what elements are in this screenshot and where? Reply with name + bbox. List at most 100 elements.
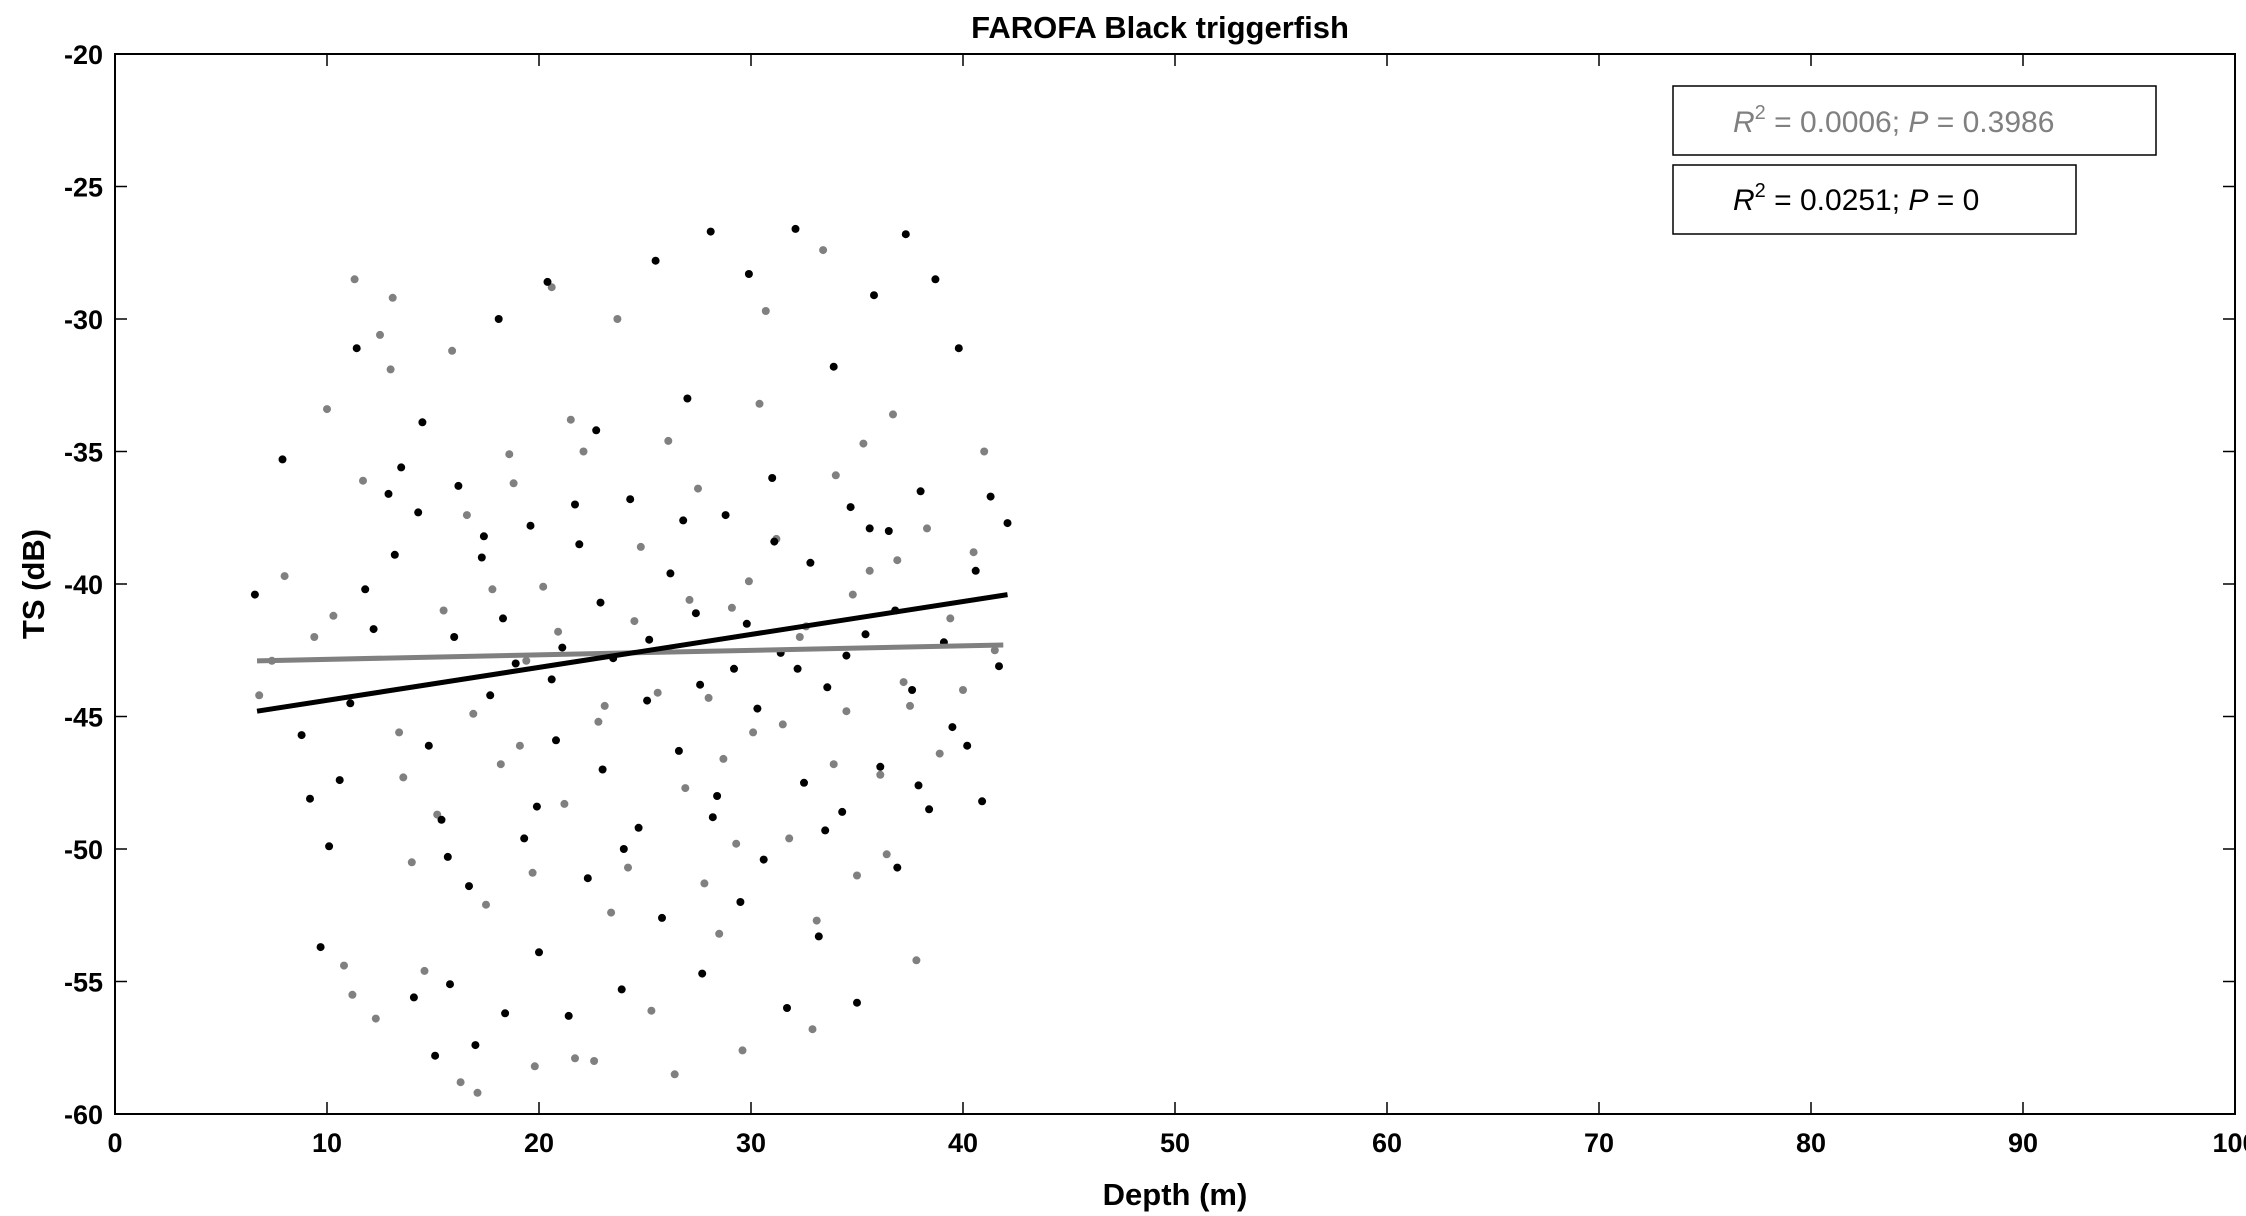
data-point-series-0 (882, 850, 891, 859)
data-point-series-0 (969, 548, 978, 557)
data-point-series-1 (352, 344, 361, 353)
data-point-series-0 (785, 834, 794, 843)
y-tick-label: -40 (64, 570, 103, 600)
data-point-series-0 (935, 749, 944, 758)
x-axis-title: Depth (m) (1103, 1177, 1248, 1212)
data-point-series-1 (306, 794, 314, 803)
data-point-series-1 (736, 898, 745, 906)
data-point-series-0 (812, 916, 821, 925)
data-point-series-0 (681, 784, 690, 793)
p-label-black: P (1908, 184, 1928, 217)
data-point-series-0 (630, 617, 639, 626)
data-point-series-0 (664, 436, 673, 445)
data-point-series-0 (323, 405, 331, 414)
data-point-series-1 (698, 969, 707, 978)
data-point-series-1 (954, 344, 963, 353)
data-point-series-0 (386, 365, 395, 374)
r2-value-black: = 0.0251; (1766, 184, 1909, 217)
data-point-series-0 (959, 686, 967, 694)
data-point-series-0 (624, 863, 632, 872)
data-point-series-1 (925, 805, 934, 814)
data-point-series-1 (683, 394, 692, 403)
data-point-series-0 (738, 1046, 747, 1055)
data-point-series-0 (842, 707, 851, 716)
data-point-series-0 (613, 315, 622, 323)
data-point-series-1 (547, 675, 556, 684)
data-point-series-0 (744, 577, 753, 586)
data-point-series-1 (651, 256, 660, 265)
data-point-series-1 (893, 863, 902, 872)
data-point-series-1 (250, 590, 259, 599)
axis-ticks: 0 10 20 30 40 50 60 70 80 90 100 -60 -55 -50 -45 -40 -35… (64, 40, 2246, 1158)
data-point-series-0 (530, 1062, 539, 1071)
data-point-series-1 (770, 537, 779, 546)
data-point-series-1 (361, 585, 370, 594)
data-point-series-0 (755, 399, 764, 408)
plot-frame (114, 53, 2236, 1115)
data-point-series-0 (371, 1014, 380, 1023)
data-point-series-1 (558, 643, 567, 652)
data-point-series-1 (696, 680, 705, 689)
data-point-series-1 (335, 776, 344, 785)
r2-sup-gray: 2 (1755, 102, 1766, 124)
data-point-series-1 (346, 699, 355, 708)
data-point-series-0 (600, 701, 609, 710)
legend-box-gray-frame (1672, 85, 2157, 156)
data-point-series-1 (948, 723, 957, 732)
data-point-series-1 (535, 948, 543, 957)
data-point-series-0 (980, 447, 989, 456)
data-point-series-0 (456, 1078, 465, 1087)
fit-line-series-1 (256, 592, 1008, 714)
data-point-series-0 (594, 717, 603, 726)
data-point-series-1 (617, 985, 626, 994)
y-tick-label: -55 (64, 968, 103, 998)
data-point-series-0 (694, 484, 702, 493)
data-point-series-1 (753, 704, 762, 713)
data-point-series-1 (571, 500, 579, 509)
data-point-series-0 (571, 1054, 579, 1063)
data-point-series-1 (424, 741, 433, 750)
data-point-series-0 (329, 611, 338, 620)
legend-box-black-frame (1672, 164, 2077, 235)
data-point-series-1 (598, 765, 607, 774)
data-point-series-0 (670, 1070, 679, 1079)
r2-label-black: R (1733, 184, 1755, 217)
data-point-series-1 (437, 815, 446, 824)
data-point-series-0 (255, 691, 264, 700)
data-point-series-1 (431, 1051, 440, 1060)
data-point-series-1 (674, 746, 683, 755)
data-point-series-1 (691, 609, 700, 618)
data-point-series-0 (732, 839, 741, 848)
data-point-series-1 (494, 315, 503, 323)
data-point-series-0 (528, 868, 537, 877)
x-tick-label: 10 (312, 1128, 342, 1158)
data-point-series-1 (806, 558, 815, 567)
data-point-series-1 (501, 1009, 510, 1018)
data-point-series-0 (700, 879, 709, 888)
data-point-series-0 (761, 307, 770, 315)
data-point-series-1 (971, 566, 980, 575)
data-point-series-1 (409, 993, 418, 1002)
data-point-series-1 (297, 731, 306, 740)
data-point-series-1 (791, 224, 800, 233)
data-point-series-0 (280, 572, 289, 581)
data-point-series-0 (448, 346, 457, 355)
x-tick-label: 90 (2008, 1128, 2038, 1158)
data-point-series-1 (800, 778, 808, 787)
data-point-series-1 (619, 845, 628, 853)
data-point-series-0 (482, 900, 490, 909)
data-point-series-1 (995, 662, 1003, 671)
data-point-series-1 (575, 540, 584, 549)
data-point-series-0 (636, 542, 645, 551)
data-point-series-0 (395, 728, 404, 737)
data-point-series-1 (543, 277, 552, 286)
data-point-series-0 (509, 479, 518, 488)
p-value-gray: = 0.3986 (1928, 106, 2054, 139)
data-point-series-1 (634, 823, 643, 832)
data-point-series-1 (526, 521, 535, 530)
r2-label-gray: R (1733, 106, 1755, 139)
data-point-series-1 (316, 943, 325, 952)
data-point-series-1 (706, 227, 715, 236)
y-tick-label: -50 (64, 835, 103, 865)
data-point-series-0 (522, 656, 531, 665)
